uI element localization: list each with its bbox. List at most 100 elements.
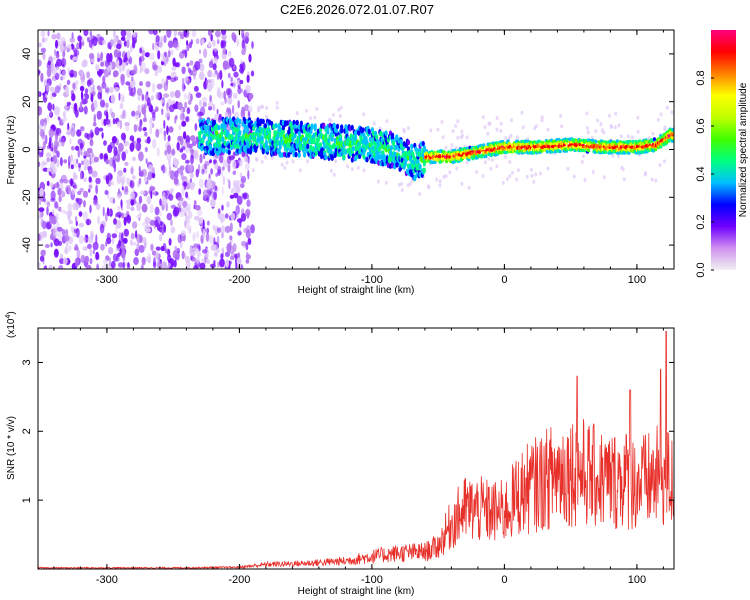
spectrogram-cell — [174, 115, 178, 120]
spectrogram-cell — [113, 218, 117, 225]
spectrogram-cell — [120, 132, 126, 141]
spectrogram-cell — [361, 127, 365, 133]
spectrogram-cell — [126, 50, 131, 60]
spectrogram-cell — [187, 164, 193, 173]
spectrogram-cell — [215, 130, 219, 136]
spectrogram-cell — [173, 259, 177, 268]
spectrogram-cell — [64, 246, 68, 255]
spectrogram-cell — [50, 61, 55, 69]
spectrogram-cell — [79, 142, 84, 149]
spectrogram-cell — [89, 30, 93, 37]
spectrogram-cell — [421, 140, 425, 147]
spectrogram-cell — [671, 127, 674, 132]
spectrogram-cell — [142, 117, 148, 123]
spectrogram-cell — [54, 249, 59, 256]
spectrogram-cell — [144, 146, 148, 153]
spectrogram-cell — [193, 149, 199, 160]
spectrogram-cell — [534, 172, 538, 177]
spectrogram-cell — [196, 230, 200, 239]
spectrogram-cell — [135, 230, 138, 239]
snr-frame — [37, 327, 675, 570]
spectrogram-cell — [46, 206, 49, 216]
spectrogram-cell — [149, 117, 153, 126]
spectrogram-cell — [212, 39, 216, 47]
spectrogram-cell — [167, 50, 171, 58]
spectrogram-cell — [159, 198, 162, 206]
snr-xtick-label: 100 — [628, 574, 646, 586]
spectrogram-cell — [229, 235, 233, 241]
spectrogram-cell — [241, 133, 245, 140]
spectrogram-cell — [456, 119, 460, 124]
spectrogram-cell — [218, 113, 222, 119]
spectrogram-cell — [218, 146, 222, 152]
spectrogram-cell — [61, 209, 66, 214]
spectrogram-cell — [212, 49, 215, 56]
spectrogram-cell — [155, 92, 161, 101]
spectrogram-cell — [392, 140, 396, 146]
spectrogram-cell — [119, 119, 123, 130]
spectrogram-cell — [156, 83, 163, 90]
spectrogram-cell — [105, 175, 110, 185]
spectrogram-cell — [181, 66, 186, 75]
spectrogram-cell — [332, 112, 335, 117]
spectrogram-cell — [113, 146, 118, 157]
spectrogram-cell — [614, 111, 618, 116]
spectrogram-cell — [615, 139, 619, 143]
spectrogram-cell — [109, 141, 116, 149]
spectrogram-cell — [177, 102, 183, 110]
spectrogram-cell — [402, 129, 406, 134]
spectrogram-cell — [99, 53, 103, 62]
spectrogram-cell — [515, 177, 519, 182]
spectrogram-cell — [41, 230, 48, 238]
spectrogram-cell — [203, 124, 207, 130]
spectrogram-xtick-label: -100 — [361, 274, 383, 286]
spectrogram-cell — [483, 125, 487, 130]
spectrogram-cell — [146, 136, 151, 144]
spectrogram-cell — [406, 183, 410, 188]
spectrogram-cell — [90, 95, 93, 101]
spectrogram-cell — [328, 117, 331, 122]
spectrogram-cell — [74, 216, 78, 222]
spectrogram-cell — [92, 84, 95, 92]
spectrogram-cell — [101, 118, 105, 127]
spectrogram-cell — [353, 135, 358, 142]
spectrogram-cell — [587, 148, 591, 153]
spectrogram-cell — [208, 143, 212, 150]
spectrogram-cell — [86, 147, 93, 154]
spectrogram-cell — [163, 131, 167, 142]
spectrogram-cell — [161, 108, 164, 116]
spectrogram-cell — [78, 222, 84, 228]
spectrogram-cell — [141, 107, 147, 115]
spectrogram-cell — [103, 140, 107, 146]
spectrogram-cell — [95, 234, 98, 244]
spectrogram-cell — [305, 147, 309, 154]
spectrogram-cell — [504, 136, 508, 141]
spectrogram-cell — [87, 236, 94, 244]
spectrogram-cell — [337, 107, 341, 112]
snr-xtick-label: -300 — [96, 574, 118, 586]
spectrogram-cell — [76, 249, 81, 259]
spectrogram-cell — [99, 152, 104, 160]
spectrogram-cell — [118, 231, 122, 242]
spectrogram-cell — [227, 163, 231, 173]
spectrogram-cell — [135, 110, 139, 116]
spectrogram-cell — [69, 139, 72, 144]
spectrogram-cell — [201, 38, 205, 45]
spectrogram-cell — [246, 74, 250, 83]
spectrogram-cell — [237, 86, 242, 95]
spectrogram-cell — [659, 112, 663, 117]
spectrogram-cell — [45, 93, 48, 99]
spectrogram-cell — [182, 181, 188, 187]
spectrogram-cell — [184, 101, 188, 109]
spectrogram-cell — [238, 118, 242, 125]
spectrogram-cell — [83, 158, 88, 166]
spectrogram-cell — [68, 209, 73, 217]
spectrogram-cell — [656, 117, 660, 122]
spectrogram-cell — [181, 120, 187, 127]
spectrogram-cell — [181, 230, 186, 237]
spectrogram-cell — [66, 44, 72, 52]
spectrogram-cell — [83, 236, 87, 244]
spectrogram-cell — [111, 236, 115, 245]
spectrogram-cell — [58, 240, 63, 246]
spectrogram-cell — [165, 108, 170, 118]
